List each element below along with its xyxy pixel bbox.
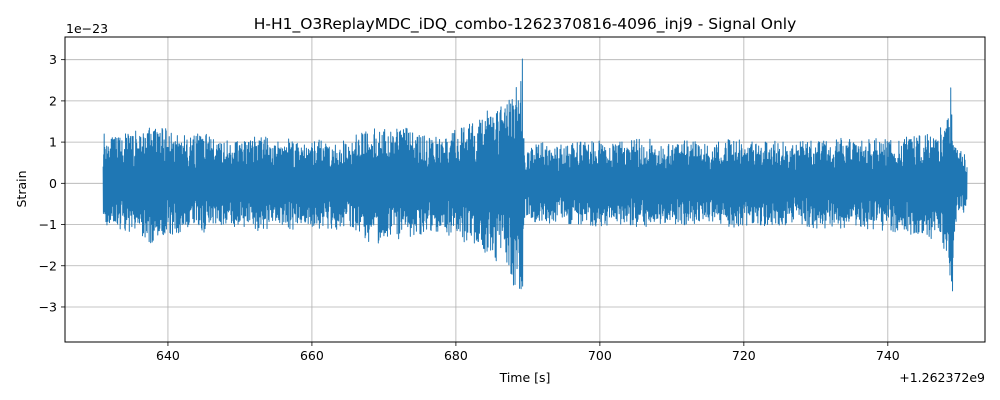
y-tick-label: 2 xyxy=(49,93,57,108)
strain-series-line xyxy=(102,58,968,292)
x-tick-label: 660 xyxy=(300,348,324,363)
x-offset-label: +1.262372e9 xyxy=(899,370,985,385)
y-axis-label: Strain xyxy=(14,170,29,207)
series-layer xyxy=(102,58,968,292)
y-tick-label: −3 xyxy=(39,299,57,314)
y-tick-label: 0 xyxy=(49,176,57,191)
x-tick-label: 680 xyxy=(444,348,468,363)
y-tick-label: 3 xyxy=(49,52,57,67)
x-tick-label: 720 xyxy=(732,348,756,363)
x-tick-label: 700 xyxy=(588,348,612,363)
plot-frame xyxy=(64,36,986,343)
y-tick-label: 1 xyxy=(49,135,57,150)
chart-title: H-H1_O3ReplayMDC_iDQ_combo-1262370816-40… xyxy=(254,15,797,34)
y-tick-label: −1 xyxy=(39,217,57,232)
x-axis-label: Time [s] xyxy=(499,370,551,385)
x-tick-label: 740 xyxy=(876,348,900,363)
y-tick-label: −2 xyxy=(39,258,57,273)
y-scale-label: 1e−23 xyxy=(66,21,108,36)
axis-ticks: 640 660 680 700 720 740 −3 −2 −1 0 1 2 3 xyxy=(39,52,900,363)
x-tick-label: 640 xyxy=(156,348,180,363)
